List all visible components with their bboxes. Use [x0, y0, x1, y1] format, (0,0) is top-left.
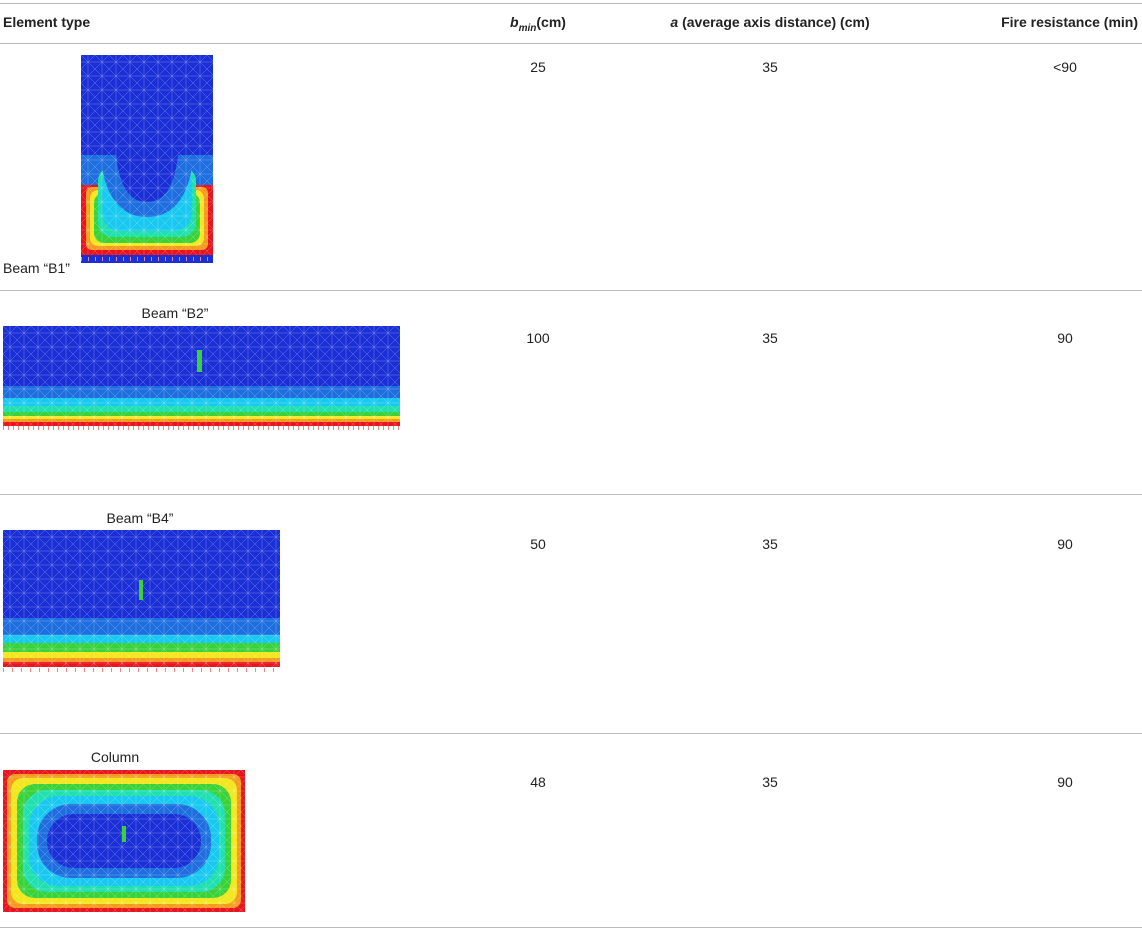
header-cell: bmin(cm) — [478, 14, 598, 34]
cell: 35 — [762, 330, 778, 346]
symbol: a — [670, 14, 679, 30]
header-cell: a (average axis distance) (cm) — [640, 14, 900, 30]
cell: 48 — [530, 774, 546, 790]
rule — [0, 3, 1142, 4]
rule — [0, 43, 1142, 44]
cell: 90 — [1057, 774, 1073, 790]
cell: 35 — [762, 536, 778, 552]
element-label: Column — [90, 749, 140, 765]
rule — [0, 927, 1142, 928]
cell: 90 — [1057, 536, 1073, 552]
cell: 100 — [526, 330, 550, 346]
thermal-image — [3, 326, 400, 430]
header-cell: Element type — [3, 14, 91, 30]
element-label: Beam “B1” — [3, 260, 70, 276]
rule — [0, 494, 1142, 495]
unit: (cm) — [536, 14, 566, 30]
element-label: Beam “B2” — [141, 305, 209, 321]
symbol: b — [510, 14, 519, 30]
header-cell: Fire resistance (min) — [1001, 14, 1138, 30]
description: (average axis distance) (cm) — [682, 14, 870, 30]
cell: 35 — [762, 774, 778, 790]
rule — [0, 290, 1142, 291]
cell: 90 — [1057, 330, 1073, 346]
subscript: min — [518, 22, 537, 34]
element-label: Beam “B4” — [106, 510, 174, 526]
thermal-image — [81, 55, 213, 263]
cell: 35 — [762, 59, 778, 75]
cell: 25 — [530, 59, 546, 75]
cell: <90 — [1053, 59, 1077, 75]
thermal-image — [3, 530, 280, 672]
thermal-image — [3, 770, 245, 912]
rule — [0, 733, 1142, 734]
cell: 50 — [530, 536, 546, 552]
